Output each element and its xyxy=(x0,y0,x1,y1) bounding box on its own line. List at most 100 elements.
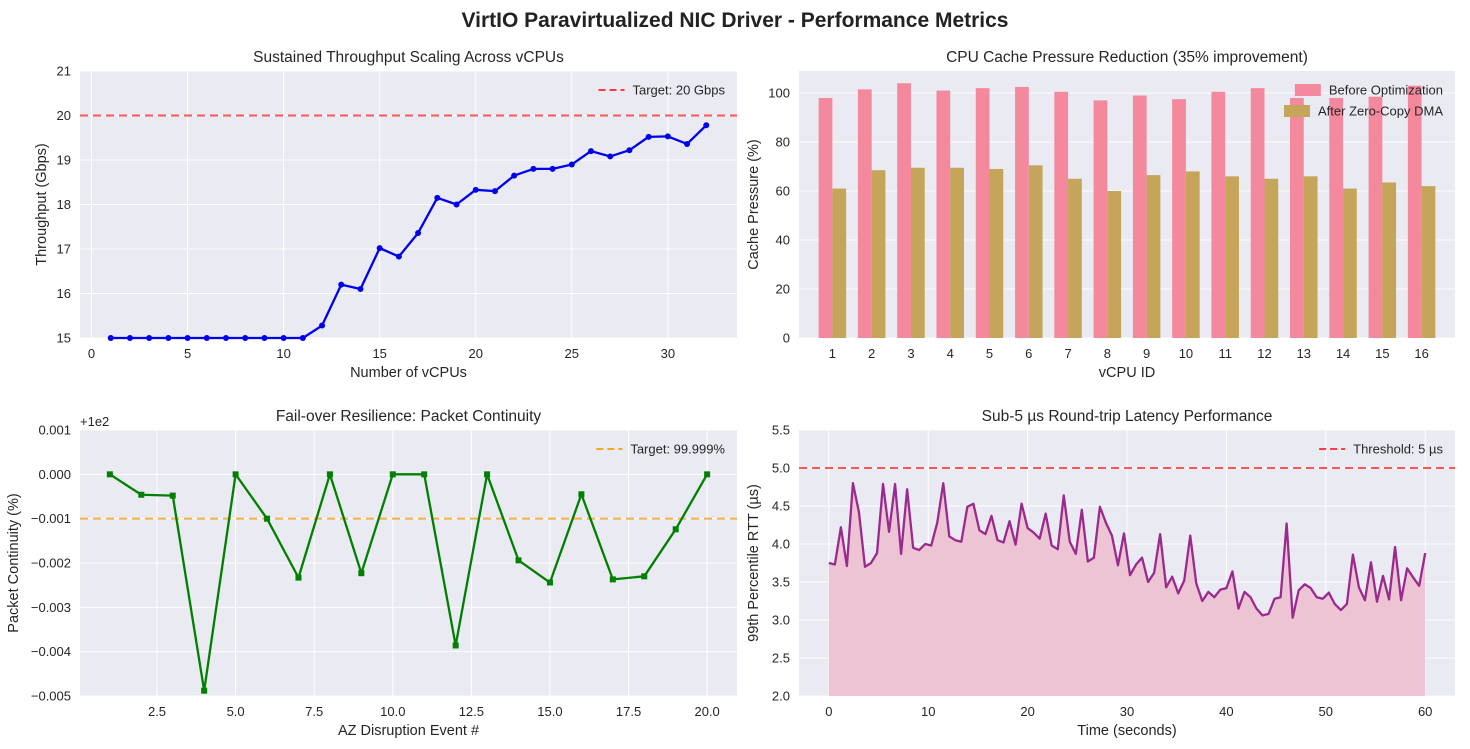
y-tick-label: −0.005 xyxy=(31,689,71,704)
x-tick-label: 13 xyxy=(1297,346,1311,361)
legend-label: Target: 99.999% xyxy=(630,442,725,457)
data-point xyxy=(664,133,671,140)
chart-4: 2.0 2.5 3.0 3.5 4.0 4.5 5.0 5.5 0 10 20 30 40 50 60 Sub… xyxy=(746,408,1455,739)
x-tick-label: 5 xyxy=(986,346,993,361)
data-point xyxy=(626,147,633,154)
x-tick-label: 4 xyxy=(947,346,954,361)
y-tick-label: 0 xyxy=(783,331,790,346)
data-point xyxy=(472,186,479,193)
chart-3: −0.005 −0.004 −0.003 −0.002 −0.001 0.000 0.001… xyxy=(6,408,737,739)
data-point xyxy=(146,335,153,341)
figure-title: VirtIO Paravirtualized NIC Driver - Perf… xyxy=(461,9,1009,32)
data-point xyxy=(242,335,249,341)
bar xyxy=(1329,97,1344,339)
y-axis-label: Cache Pressure (%) xyxy=(746,139,762,270)
y-tick-label: 3.0 xyxy=(772,613,790,628)
bar xyxy=(1054,91,1069,338)
chart-title: Sustained Throughput Scaling Across vCPU… xyxy=(253,49,564,66)
data-point xyxy=(578,491,585,498)
bar xyxy=(989,168,1004,338)
data-point xyxy=(126,335,133,341)
bar xyxy=(897,83,911,338)
data-point xyxy=(184,335,191,341)
data-point xyxy=(165,335,172,341)
data-point xyxy=(672,526,679,533)
bar xyxy=(1068,178,1082,338)
data-point xyxy=(280,335,287,341)
bar-series-1 xyxy=(818,83,1422,339)
x-tick-label: 25 xyxy=(565,346,579,361)
bar xyxy=(1132,95,1147,338)
series-markers xyxy=(107,122,710,341)
data-point xyxy=(138,491,145,498)
bar xyxy=(1407,85,1422,338)
data-point xyxy=(549,165,556,172)
x-tick-label: 11 xyxy=(1218,346,1232,361)
y-tick-label: 18 xyxy=(57,197,71,212)
x-tick-label: 20 xyxy=(1020,704,1034,719)
bar xyxy=(975,88,990,338)
y-tick-label: 19 xyxy=(57,153,71,168)
x-axis-label: Number of vCPUs xyxy=(350,365,467,381)
x-axis-label: vCPU ID xyxy=(1099,365,1155,381)
y-tick-label: 20 xyxy=(57,108,71,123)
bar xyxy=(910,167,925,338)
legend: Target: 20 Gbps xyxy=(598,83,725,98)
data-point xyxy=(703,122,710,129)
x-tick-label: 15 xyxy=(1375,346,1389,361)
data-point xyxy=(319,322,326,329)
x-tick-label: 5 xyxy=(184,346,191,361)
legend-key xyxy=(1294,84,1321,96)
data-point xyxy=(511,172,518,179)
data-point xyxy=(641,573,648,580)
data-point xyxy=(609,576,616,583)
x-tick-label: 8 xyxy=(1104,346,1111,361)
x-tick-label: 14 xyxy=(1336,346,1350,361)
chart-title: Sub-5 µs Round-trip Latency Performance xyxy=(982,408,1273,425)
x-tick-label: 2 xyxy=(868,346,875,361)
x-tick-label: 10.0 xyxy=(380,704,405,719)
y-tick-label: 0.001 xyxy=(38,423,71,438)
data-point xyxy=(223,335,229,341)
data-point xyxy=(358,570,365,577)
data-point xyxy=(452,642,459,649)
x-tick-label: 10 xyxy=(1179,346,1193,361)
y-tick-label: −0.004 xyxy=(31,644,71,659)
data-point xyxy=(357,286,364,293)
bar xyxy=(1264,178,1279,338)
y-tick-label: 5.0 xyxy=(772,461,790,476)
chart-title: CPU Cache Pressure Reduction (35% improv… xyxy=(946,49,1308,66)
data-point xyxy=(421,471,428,478)
bar xyxy=(1093,100,1108,338)
x-tick-label: 50 xyxy=(1319,704,1333,719)
data-point xyxy=(607,153,614,160)
bar xyxy=(1382,182,1397,338)
x-tick-label: 30 xyxy=(1120,704,1134,719)
area-fill xyxy=(828,483,1426,696)
x-tick-label: 7.5 xyxy=(305,704,323,719)
y-axis-label: 99th Percentile RTT (µs) xyxy=(746,484,762,642)
y-tick-label: 4.5 xyxy=(772,499,790,514)
bar xyxy=(1290,97,1304,339)
data-point xyxy=(203,335,210,341)
bar xyxy=(1368,96,1383,338)
y-tick-label: 0.000 xyxy=(38,467,71,482)
legend-label: Before Optimization xyxy=(1329,83,1443,98)
y-tick-label: −0.002 xyxy=(31,556,71,571)
data-point xyxy=(232,471,239,478)
y-tick-label: 2.5 xyxy=(772,651,790,666)
y-tick-label: 17 xyxy=(57,242,71,257)
bar xyxy=(1146,175,1161,338)
legend: Target: 99.999% xyxy=(596,442,725,457)
data-point xyxy=(376,245,383,252)
data-point xyxy=(395,253,402,260)
data-point xyxy=(106,471,113,478)
data-point xyxy=(645,133,652,140)
chart-1: 15 16 17 18 19 20 21 0 5 10 15 20 25 30 Sustained Thro… xyxy=(34,49,737,381)
bar xyxy=(1343,188,1357,338)
x-tick-label: 5.0 xyxy=(227,704,245,719)
series-line xyxy=(109,473,709,692)
bar xyxy=(950,167,964,338)
